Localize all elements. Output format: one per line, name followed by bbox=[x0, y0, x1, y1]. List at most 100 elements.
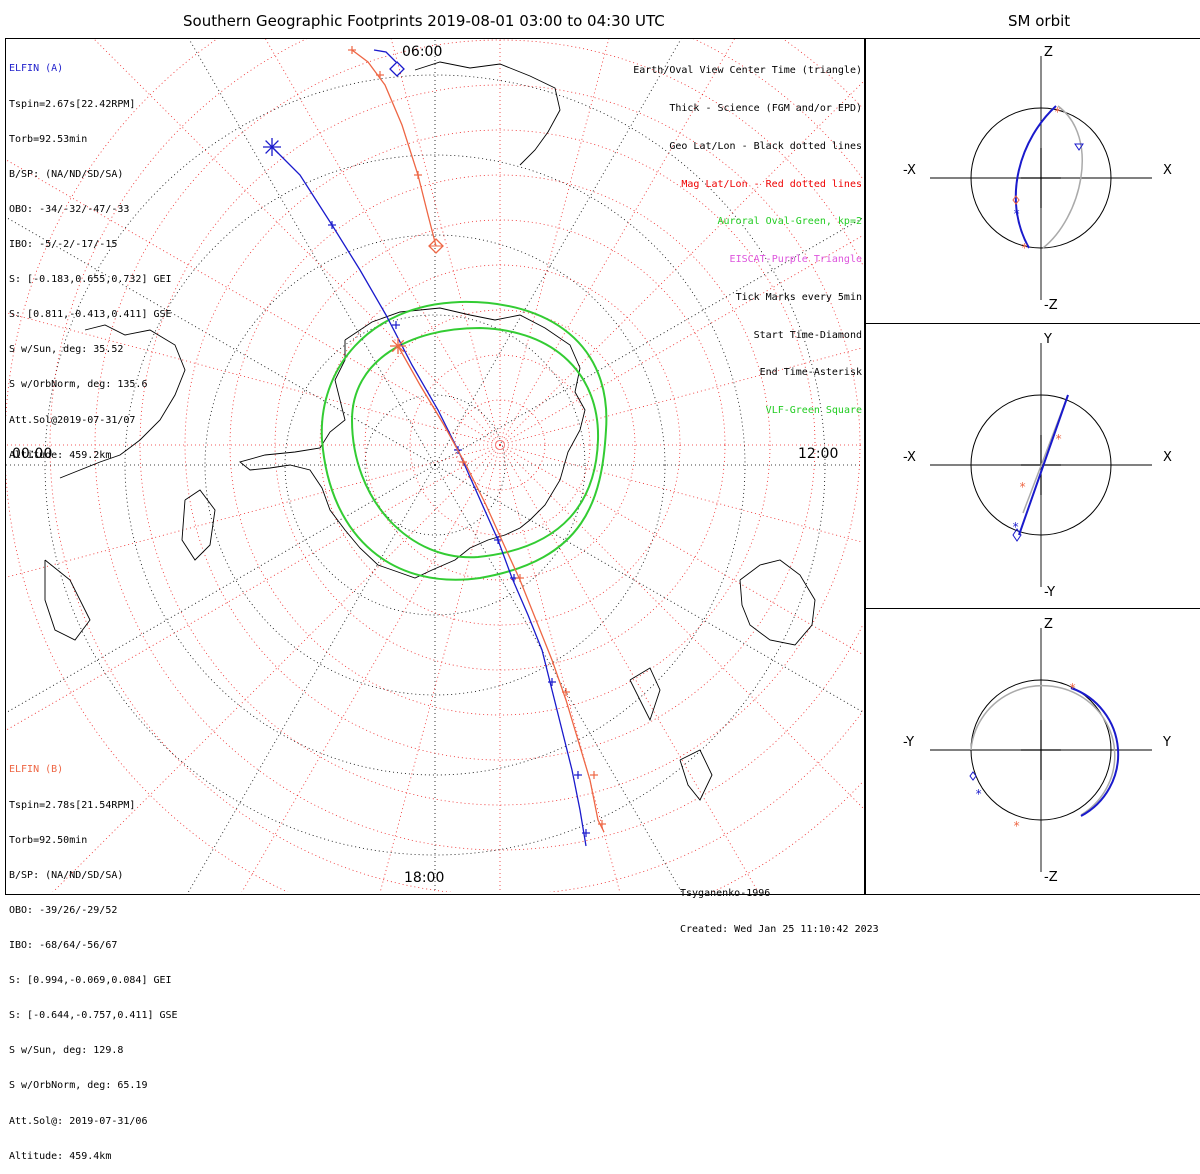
elfin-b-track-upper bbox=[351, 49, 437, 247]
elfin-b-line: S: [0.994,-0.069,0.084] GEI bbox=[9, 975, 172, 987]
legend-item: End Time-Asterisk bbox=[759, 367, 862, 379]
sm1-asterisk: * bbox=[1013, 207, 1020, 221]
mag-lon-line bbox=[6, 444, 501, 578]
legend: Earth/Oval View Center Time (triangle) T… bbox=[633, 40, 862, 430]
sm-orbit-plots: Z -Z -X X Y -Y -X X Z -Z -Y Y * * * * * * * * * bbox=[903, 45, 1172, 885]
mag-lat-circle bbox=[364, 309, 636, 581]
sm3-orbit-a bbox=[1070, 687, 1120, 817]
sm-plot-1: Z -Z -X X bbox=[903, 45, 1172, 313]
sm-axis-label-right: X bbox=[1163, 163, 1172, 178]
footprint-map-panel bbox=[5, 38, 866, 895]
legend-item: Auroral Oval-Green, kp=2 bbox=[717, 216, 863, 228]
elfin-a-end-asterisk bbox=[265, 140, 279, 154]
mag-lat-circle bbox=[229, 174, 771, 716]
model-name: Tsyganenko-1996 bbox=[680, 888, 771, 899]
sm1-asterisk: * bbox=[1021, 241, 1028, 255]
mag-lon-line bbox=[499, 234, 863, 446]
sm-axis-label-right: Y bbox=[1162, 735, 1171, 750]
mag-lon-line bbox=[499, 81, 863, 446]
elfin-b-line: IBO: -68/64/-56/67 bbox=[9, 939, 118, 951]
mag-lat-circle bbox=[409, 354, 591, 536]
legend-item: Start Time-Diamond bbox=[753, 329, 862, 341]
elfin-b-line: S w/OrbNorm, deg: 65.19 bbox=[9, 1080, 148, 1092]
sm-earth-circle bbox=[970, 107, 1112, 249]
mag-lat-circle bbox=[184, 129, 816, 761]
sm2-diamond bbox=[1012, 528, 1022, 542]
mlt-label-right: 12:00 bbox=[798, 446, 839, 462]
sm-panel-divider bbox=[864, 323, 1200, 324]
geo-lat-circle bbox=[204, 234, 666, 696]
elfin-b-line: Torb=92.50min bbox=[9, 834, 88, 846]
coastline bbox=[739, 559, 816, 646]
legend-item: Geo Lat/Lon - Black dotted lines bbox=[669, 140, 862, 152]
sm-plot-3: Z -Z -Y Y bbox=[903, 617, 1171, 885]
sm-axis-label-right: X bbox=[1163, 450, 1172, 465]
sm-axis-label-bottom: -Y bbox=[1044, 585, 1055, 600]
mag-lon-line bbox=[499, 444, 863, 543]
sm-axis-label-top: Z bbox=[1044, 617, 1053, 632]
geo-lon-line bbox=[6, 464, 436, 714]
mlt-label-bottom: 18:00 bbox=[404, 870, 445, 886]
sm1-orbit-b bbox=[1042, 105, 1083, 249]
geo-lat-circle bbox=[284, 314, 586, 616]
coastline bbox=[414, 61, 561, 166]
legend-item: EISCAT-Purple Triangle bbox=[729, 254, 862, 266]
elfin-b-start-diamond bbox=[428, 238, 444, 254]
sm3-asterisk: * bbox=[975, 787, 982, 801]
elfin-b-line: Tspin=2.78s[21.54RPM] bbox=[9, 799, 136, 811]
sm-axis-label-left: -X bbox=[903, 163, 916, 178]
sm-axis-label-bottom: -Z bbox=[1044, 870, 1058, 885]
coastline bbox=[181, 489, 216, 561]
geo-lat-circle bbox=[44, 74, 826, 856]
sm2-asterisk: * bbox=[1012, 520, 1019, 534]
sm-axis-label-bottom: -Z bbox=[1044, 298, 1058, 313]
mag-lon-line bbox=[6, 312, 501, 446]
mag-lon-line bbox=[241, 444, 501, 892]
mag-lon-line bbox=[265, 39, 501, 446]
elfin-a-line: S: [-0.183,0.655,0.732] GEI bbox=[9, 274, 172, 286]
polar-footprint-map bbox=[6, 39, 863, 892]
sm-plot-2: Y -Y -X X bbox=[903, 332, 1172, 600]
sm-orbit-title: SM orbit bbox=[1008, 12, 1071, 30]
geo-lon-line bbox=[434, 217, 863, 466]
legend-item: Thick - Science (FGM and/or EPD) bbox=[669, 102, 862, 114]
elfin-a-start-diamond bbox=[389, 61, 405, 77]
map-title: Southern Geographic Footprints 2019-08-0… bbox=[183, 12, 665, 30]
sm-orbit-panel bbox=[864, 38, 1200, 895]
mag-lon-line bbox=[499, 444, 863, 809]
sm2-orbit-a bbox=[1018, 394, 1069, 536]
elfin-b-end-asterisk bbox=[391, 339, 405, 353]
sm-axis-label-top: Z bbox=[1044, 45, 1053, 60]
elfin-b-line: B/SP: (NA/ND/SD/SA) bbox=[9, 869, 124, 881]
sm3-diamond bbox=[969, 771, 977, 781]
mag-lon-line bbox=[6, 159, 501, 446]
mag-lon-line bbox=[6, 444, 501, 731]
elfin-b-line: Altitude: 459.4km bbox=[9, 1150, 112, 1162]
geo-lon-line bbox=[434, 39, 682, 466]
elfin-b-line: S: [-0.644,-0.757,0.411] GSE bbox=[9, 1010, 178, 1022]
geo-lon-line bbox=[434, 464, 682, 892]
mag-lon-line bbox=[499, 39, 610, 446]
mag-lon-line bbox=[499, 444, 863, 656]
legend-item: Mag Lat/Lon - Red dotted lines bbox=[681, 178, 862, 190]
geo-lon-line bbox=[188, 464, 436, 892]
sm3-asterisk: * bbox=[1069, 681, 1076, 695]
sm-earth-circle bbox=[970, 394, 1112, 536]
sm2-asterisk: * bbox=[1019, 480, 1026, 494]
mag-lon-line bbox=[499, 444, 621, 892]
mlt-label-left: 00:00 bbox=[12, 446, 53, 462]
elfin-a-line: Altitude: 459.2km bbox=[9, 449, 112, 461]
mag-lon-line bbox=[499, 39, 735, 446]
sm1-diamond bbox=[1012, 195, 1020, 205]
geo-lon-line bbox=[6, 216, 436, 466]
elfin-a-line: IBO: -5/-2/-17/-15 bbox=[9, 238, 118, 250]
sm-axis-label-left: -Y bbox=[903, 735, 914, 750]
elfin-a-line: Torb=92.53min bbox=[9, 133, 88, 145]
elfin-a-track-upper bbox=[373, 49, 397, 63]
sm1-orbit-a bbox=[1014, 105, 1057, 249]
sm1-asterisk: * bbox=[1054, 105, 1061, 119]
coastline bbox=[59, 324, 186, 479]
auroral-oval-inner bbox=[350, 326, 600, 559]
mlt-label-top: 06:00 bbox=[402, 44, 443, 60]
elfin-a-line: OBO: -34/-32/-47/-33 bbox=[9, 203, 130, 215]
